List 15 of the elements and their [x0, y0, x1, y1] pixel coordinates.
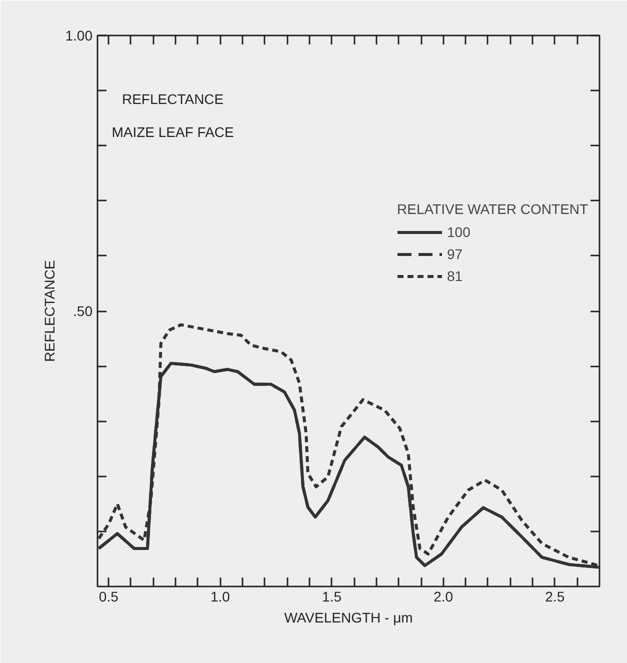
x-axis-title: WAVELENGTH - μm — [284, 610, 413, 626]
x-tick-label: 1.5 — [322, 588, 342, 604]
text: MAIZE LEAF FACE — [112, 124, 234, 140]
legend-label: 97 — [447, 246, 464, 262]
legend-title: RELATIVE WATER CONTENT — [397, 201, 588, 217]
text: REFLECTANCE — [122, 91, 224, 108]
y-axis-title: REFLECTANCE — [41, 260, 58, 362]
x-tick-label: 1.0 — [210, 588, 230, 604]
y-tick-label: 1.00 — [65, 28, 93, 44]
x-tick-label: 2.0 — [434, 588, 454, 604]
x-tick-label: 2.5 — [545, 588, 565, 604]
y-tick-label: .50 — [73, 303, 93, 319]
x-tick-label: 0.5 — [98, 588, 119, 604]
legend-label: 81 — [447, 268, 464, 284]
legend-label: 100 — [447, 224, 470, 240]
